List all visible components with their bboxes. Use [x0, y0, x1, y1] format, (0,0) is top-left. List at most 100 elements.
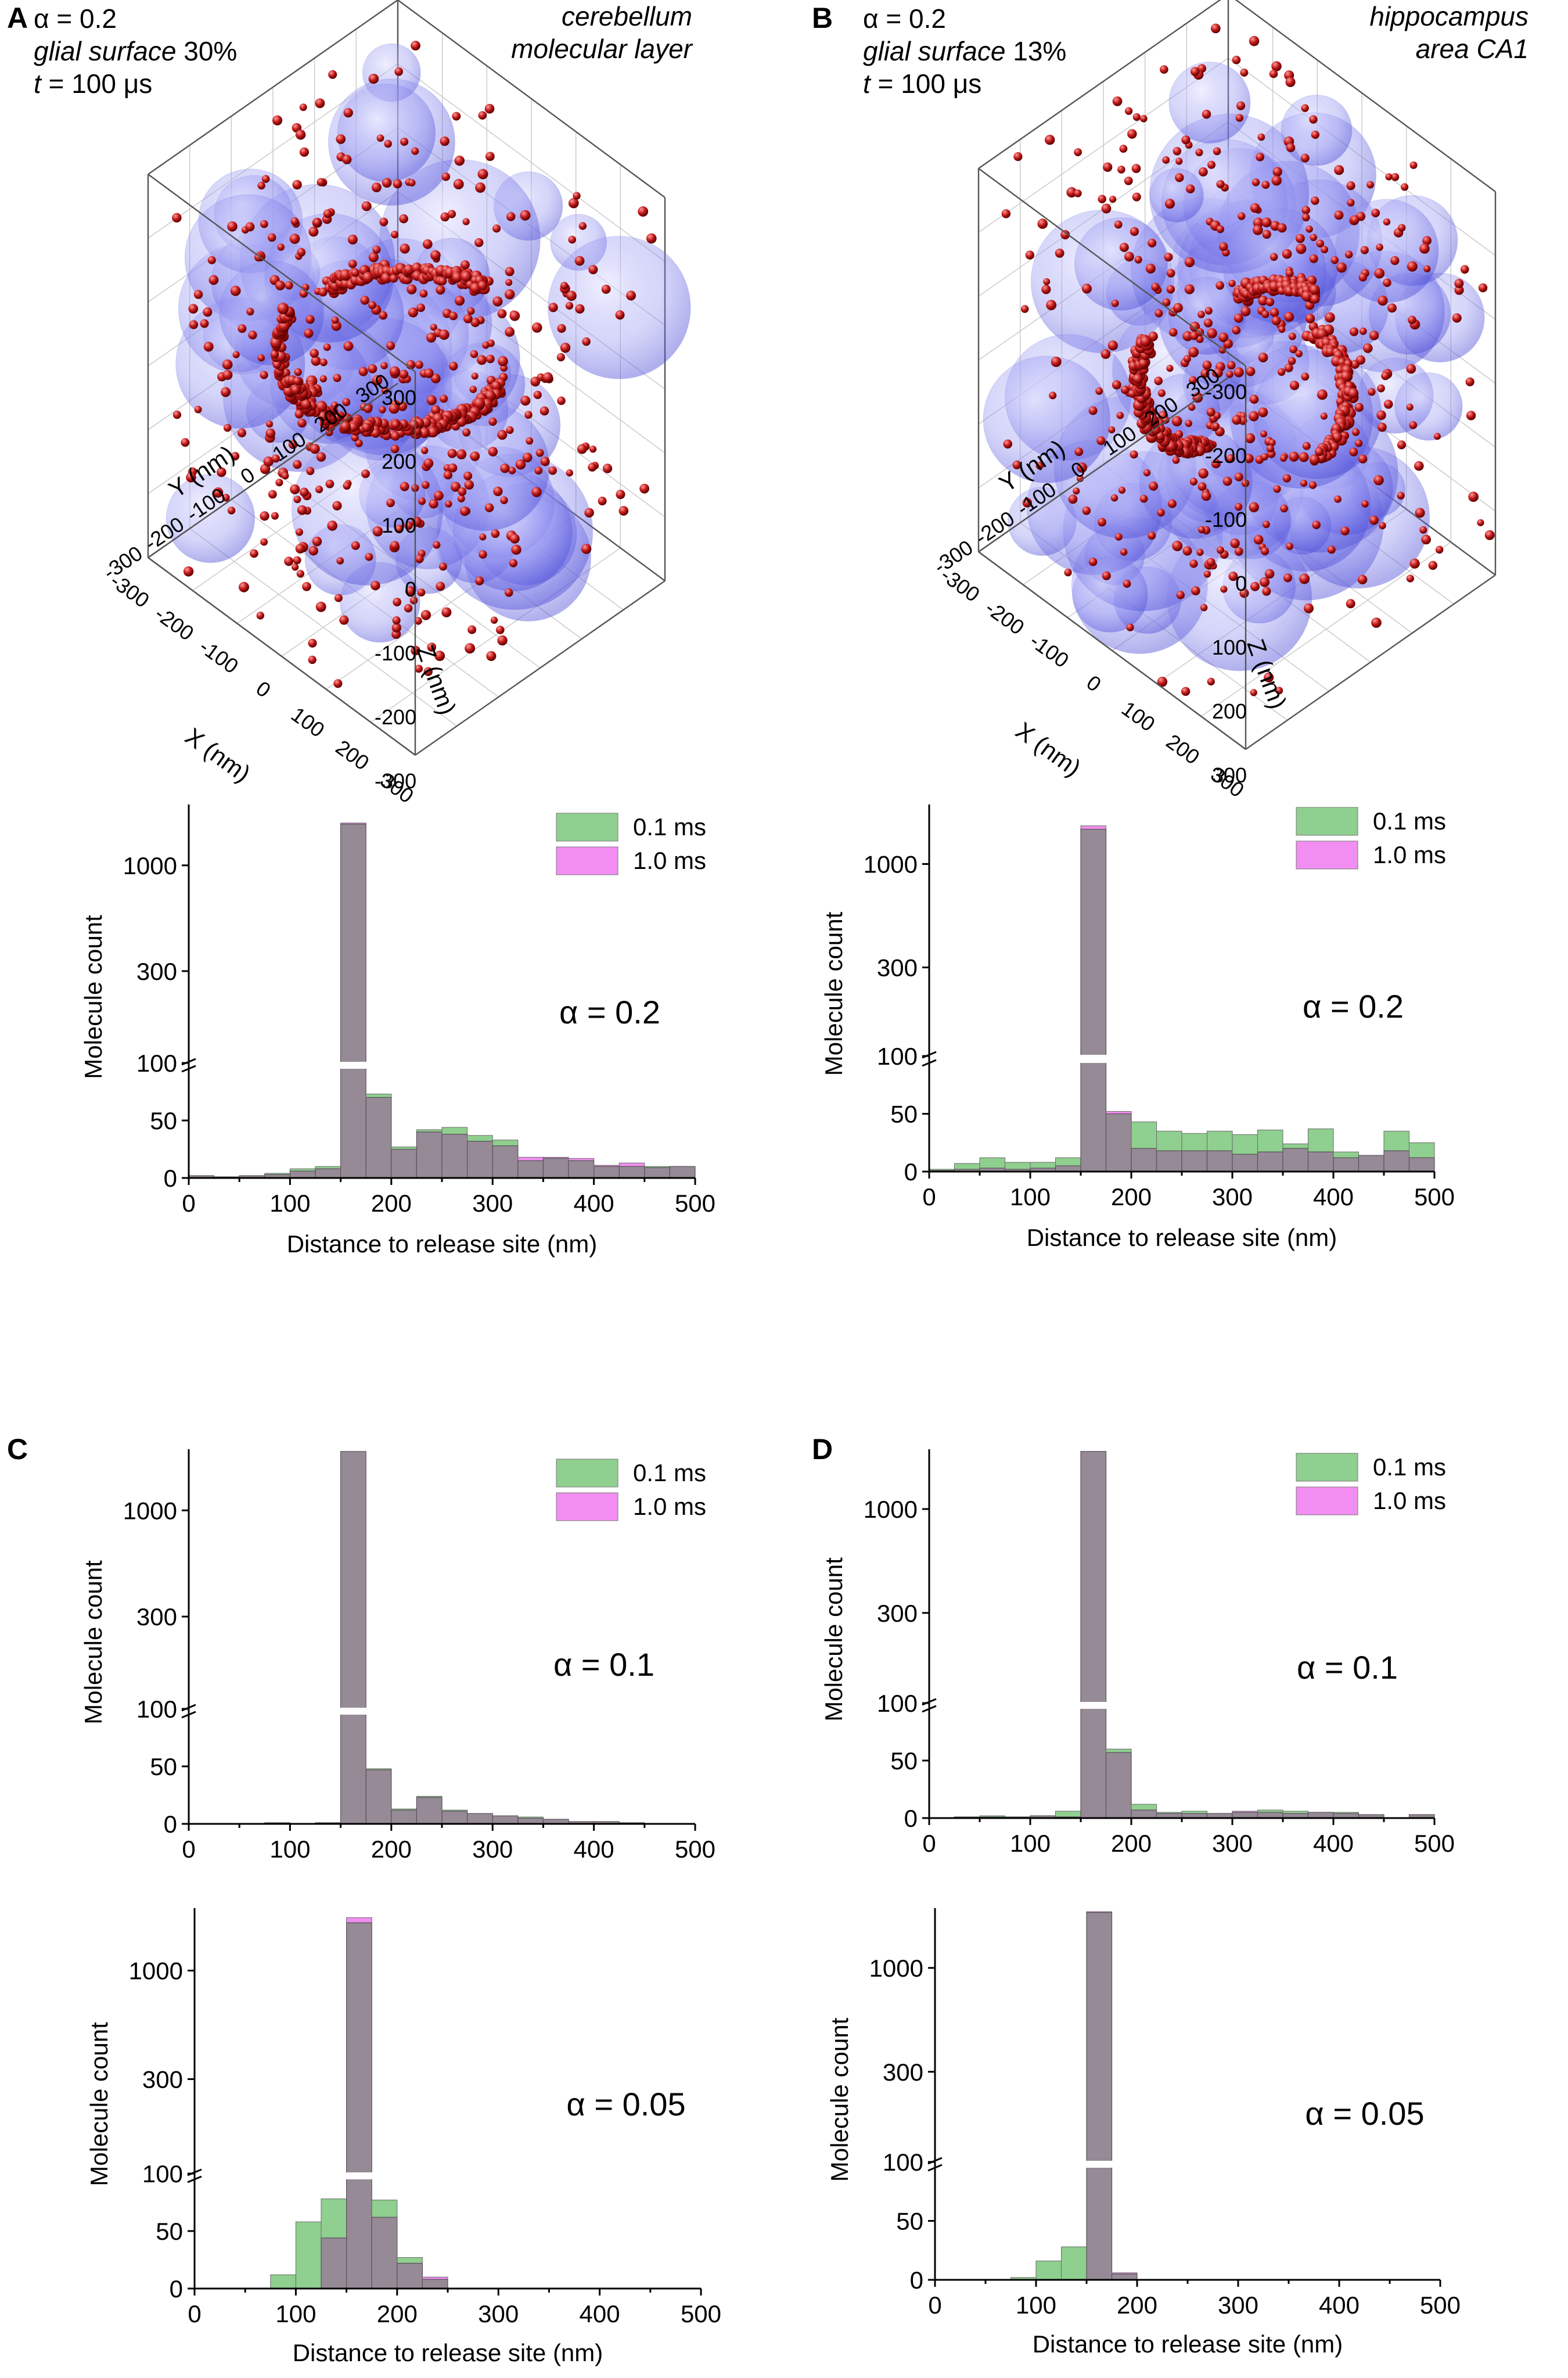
molecule — [1139, 494, 1148, 503]
molecule — [297, 505, 307, 515]
x-tick-label: 500 — [1414, 1183, 1455, 1210]
bar-overlap-bin-200 — [397, 2262, 423, 2289]
z-tick-label: 0 — [1235, 572, 1247, 595]
molecule — [1202, 360, 1212, 370]
molecule-cluster — [461, 271, 472, 282]
molecule — [189, 320, 199, 329]
molecule — [1049, 391, 1057, 400]
molecule — [1409, 421, 1418, 429]
molecule — [1074, 148, 1082, 156]
molecule — [368, 364, 377, 373]
panel-a-t-rest: = 100 μs — [41, 69, 152, 99]
bar-overlap-bin-300 — [492, 1815, 519, 1824]
molecule — [386, 498, 395, 508]
molecule — [342, 155, 352, 164]
molecule — [415, 664, 423, 673]
molecule — [577, 444, 587, 454]
bar-overlap-bin-450 — [644, 1167, 671, 1179]
y-tick-label: 100 — [877, 1043, 918, 1070]
molecule — [548, 466, 557, 475]
molecule — [1320, 412, 1328, 420]
molecule — [1164, 199, 1175, 209]
molecule — [246, 307, 254, 316]
y-tick-label: 300 — [877, 954, 918, 982]
molecule — [1378, 295, 1388, 306]
molecule-cluster — [277, 303, 289, 314]
molecule — [1001, 209, 1011, 218]
molecule — [355, 439, 363, 447]
molecule — [463, 314, 473, 324]
axis-break-gap — [926, 1055, 1438, 1063]
molecule — [1088, 406, 1098, 415]
molecule — [430, 324, 437, 331]
molecule — [440, 136, 449, 146]
molecule — [408, 179, 416, 186]
molecule — [299, 147, 309, 157]
molecule — [1261, 217, 1272, 228]
molecule — [1043, 278, 1051, 285]
molecule — [1003, 439, 1013, 449]
molecule — [297, 248, 306, 257]
molecule — [1234, 547, 1243, 556]
molecule — [419, 289, 428, 298]
molecule — [272, 115, 283, 125]
molecule — [1081, 283, 1092, 294]
molecule — [434, 651, 445, 662]
x-tick-label: 0 — [182, 1190, 195, 1217]
molecule — [1397, 440, 1406, 450]
molecule — [1373, 475, 1384, 486]
y-tick-label: 100 — [142, 2160, 183, 2187]
bar-overlap-bin-150 — [346, 1922, 372, 2289]
molecule — [1149, 482, 1159, 491]
molecule — [491, 529, 500, 538]
bar-0-1ms-excess-bin-75 — [270, 2274, 296, 2289]
molecule — [1167, 499, 1177, 508]
molecule — [482, 342, 490, 349]
molecule — [408, 307, 418, 318]
x-tick-label: 0 — [1082, 670, 1105, 696]
molecule — [1118, 486, 1126, 494]
panel-b-glial-word: glial surface — [863, 36, 1005, 66]
molecule — [1452, 313, 1462, 323]
axis-break-mark — [922, 1705, 937, 1713]
molecule — [390, 444, 400, 454]
molecule — [479, 550, 487, 559]
molecule — [332, 501, 342, 511]
x-tick-label: 500 — [675, 1190, 715, 1217]
y-tick-label: 50 — [150, 1107, 177, 1134]
molecule — [358, 367, 368, 376]
molecule — [267, 233, 276, 242]
molecule — [1037, 218, 1048, 229]
molecule — [1311, 130, 1319, 139]
molecule — [1296, 243, 1307, 254]
molecule — [319, 358, 328, 367]
bar-0-1ms-excess-bin-400 — [1333, 1151, 1359, 1158]
molecule — [1207, 160, 1216, 169]
molecule — [295, 528, 303, 536]
molecule — [1234, 502, 1243, 511]
molecule — [470, 318, 480, 328]
molecule — [1245, 433, 1256, 444]
x-tick-label: 100 — [287, 702, 329, 742]
z-tick-label: 0 — [405, 577, 416, 601]
molecule — [1316, 239, 1325, 248]
molecule — [1216, 225, 1225, 234]
bar-overlap-bin-375 — [568, 1160, 595, 1179]
bar-overlap-bin-200 — [1131, 1809, 1157, 1819]
alpha-annotation: α = 0.05 — [566, 2086, 685, 2122]
molecule — [1109, 196, 1117, 203]
molecule — [1250, 203, 1260, 213]
bar-0-1ms-excess-bin-125 — [1055, 1811, 1081, 1817]
molecule — [497, 635, 508, 646]
x-tick-label: 400 — [580, 2300, 620, 2327]
y-tick-label: 100 — [136, 1050, 177, 1077]
x-tick-label: 0 — [922, 1830, 936, 1857]
molecule — [1185, 419, 1192, 428]
z-tick-label: 100 — [382, 513, 416, 537]
molecule — [1151, 282, 1160, 292]
molecule — [1232, 55, 1241, 64]
molecule — [1188, 347, 1199, 358]
molecule-cluster — [404, 264, 414, 275]
x-tick-label: 200 — [1117, 2291, 1157, 2319]
molecule — [342, 398, 351, 407]
